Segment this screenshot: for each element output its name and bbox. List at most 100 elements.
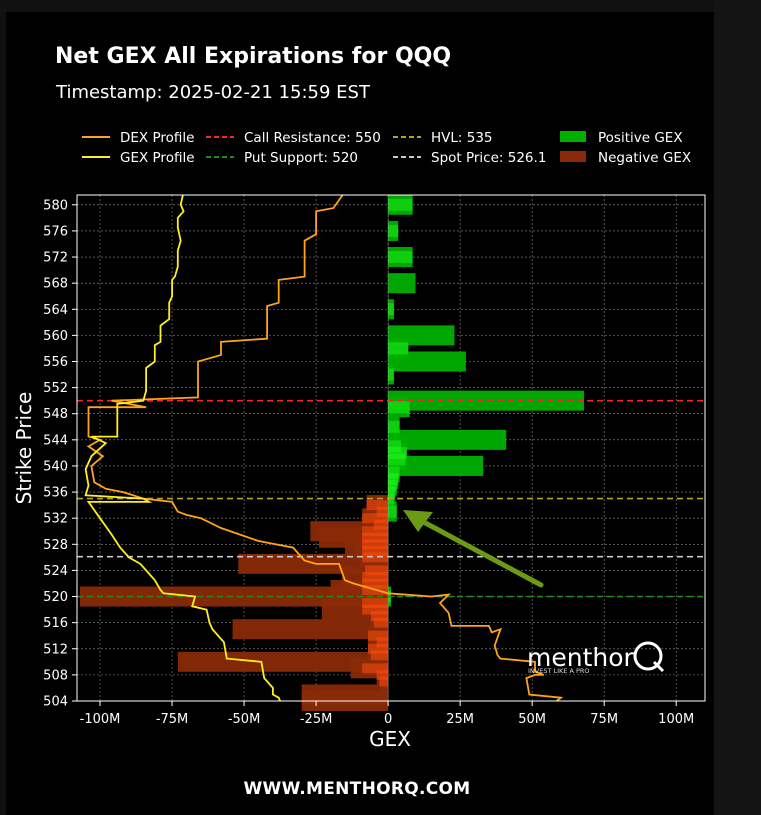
positive-gex-bar-highlight [388,401,410,414]
negative-gex-bar [79,586,389,607]
legend-label: Positive GEX [598,130,683,146]
profile-lines [84,195,564,701]
negative-gex-bar-highlight [373,617,389,628]
arrow-shaft [415,516,544,588]
chart-timestamp: Timestamp: 2025-02-21 15:59 EST [56,82,370,103]
negative-gex-bar-highlight [362,604,389,615]
y-axis-label: Strike Price [12,392,36,505]
negative-gex-bar-highlight [362,578,389,589]
x-axis-label: GEX [369,727,411,751]
positive-gex-bar-highlight [388,486,396,499]
right-margin-strip [714,0,761,815]
x-tick-label: 50M [518,712,546,727]
negative-gex-bar-highlight [370,611,389,622]
negative-gex-bar-highlight [373,519,389,530]
x-tick-label: 0 [384,712,392,727]
x-tick-label: -100M [80,712,121,727]
positive-gex-bar-highlight [388,198,413,211]
positive-gex-bar [388,194,413,215]
legend-label: Call Resistance: 550 [244,130,381,146]
positive-gex-bar-highlight [388,342,409,355]
positive-gex-bar-highlight [388,420,400,433]
positive-gex-bar-highlight [388,224,399,237]
positive-gex-bar [388,397,410,418]
arrow-head [403,510,433,532]
positive-gex-bar-highlight [388,466,400,479]
spot-arrow [403,510,544,588]
plot-border [76,194,706,702]
x-axis-ticks: -100M -75M -50M -25M 0 25M 50M 75M 100M [80,701,694,727]
positive-gex-bar [388,429,507,450]
legend-label: Negative GEX [598,150,691,166]
legend: DEX Profile GEX Profile Call Resistance: 5… [82,130,691,166]
legend-label: Spot Price: 526.1 [431,150,546,166]
watermark-tagline: INVEST LIKE A PRO [528,667,590,675]
x-tick-label: 25M [446,712,474,727]
y-tick-label: 536 [43,486,68,501]
positive-gex-bar-highlight [388,251,413,264]
positive-gex-bar [388,416,400,437]
y-tick-label: 528 [43,538,68,553]
positive-gex-bar [388,364,394,385]
y-tick-label: 520 [43,590,68,605]
positive-gex-bar [388,247,413,268]
x-tick-label: 75M [590,712,618,727]
y-tick-label: 504 [43,695,68,710]
y-axis-ticks: 504 508 512 516 520 524 528 532 536 540 544 548 552 5… [43,198,77,710]
legend-label: DEX Profile [120,130,194,146]
y-tick-label: 568 [43,277,68,292]
y-tick-label: 540 [43,459,68,474]
y-tick-label: 560 [43,329,68,344]
watermark-q-tail [652,660,665,673]
x-tick-label: -25M [300,712,332,727]
legend-label: Put Support: 520 [244,150,358,166]
gex-bars [79,194,585,711]
legend-label: HVL: 535 [431,130,493,146]
y-tick-label: 564 [43,303,68,318]
negative-gex-bar-highlight [362,663,389,674]
level-lines [77,399,705,598]
negative-gex-bar-highlight [362,598,389,609]
positive-gex-bar-highlight [388,505,397,518]
gex-profile-line [84,195,282,701]
legend-label: GEX Profile [120,150,195,166]
negative-gex-bar-highlight [370,650,389,661]
y-tick-label: 576 [43,224,68,239]
positive-gex-bar-highlight [388,440,402,453]
negative-gex-bar-highlight [362,526,389,537]
positive-gex-bar-highlight [388,473,399,486]
y-tick-label: 556 [43,355,68,370]
legend-swatch [560,151,586,162]
watermark-brand: menthor [527,643,635,672]
negative-gex-bar-highlight [362,513,389,524]
watermark-q-icon [633,641,663,671]
negative-gex-bar-highlight [366,500,389,511]
dex-profile-line [86,195,564,701]
positive-gex-bar [388,455,484,476]
legend-swatch [560,131,586,142]
negative-gex-bar-highlight [376,637,389,648]
negative-gex-bar-highlight [365,565,389,576]
y-tick-label: 544 [43,433,68,448]
negative-gex-bar-highlight [362,571,389,582]
x-tick-label: -50M [228,712,260,727]
negative-gex-bar-highlight [379,676,389,687]
positive-gex-bar-highlight [388,303,394,316]
negative-gex-bar-highlight [362,532,389,543]
y-tick-label: 572 [43,251,68,266]
chart-title: Net GEX All Expirations for QQQ [55,44,452,69]
negative-gex-bar-highlight [362,545,389,556]
negative-gex-bar-highlight [362,539,389,550]
positive-gex-bar-highlight [388,368,394,381]
positive-gex-bar-highlight [388,453,406,466]
y-tick-label: 512 [43,642,68,657]
negative-gex-bar-highlight [367,630,389,641]
y-tick-label: 532 [43,512,68,527]
y-tick-label: 548 [43,407,68,422]
positive-gex-bar-highlight [388,479,397,492]
x-tick-label: 100M [658,712,694,727]
positive-gex-bar-highlight [388,446,407,459]
